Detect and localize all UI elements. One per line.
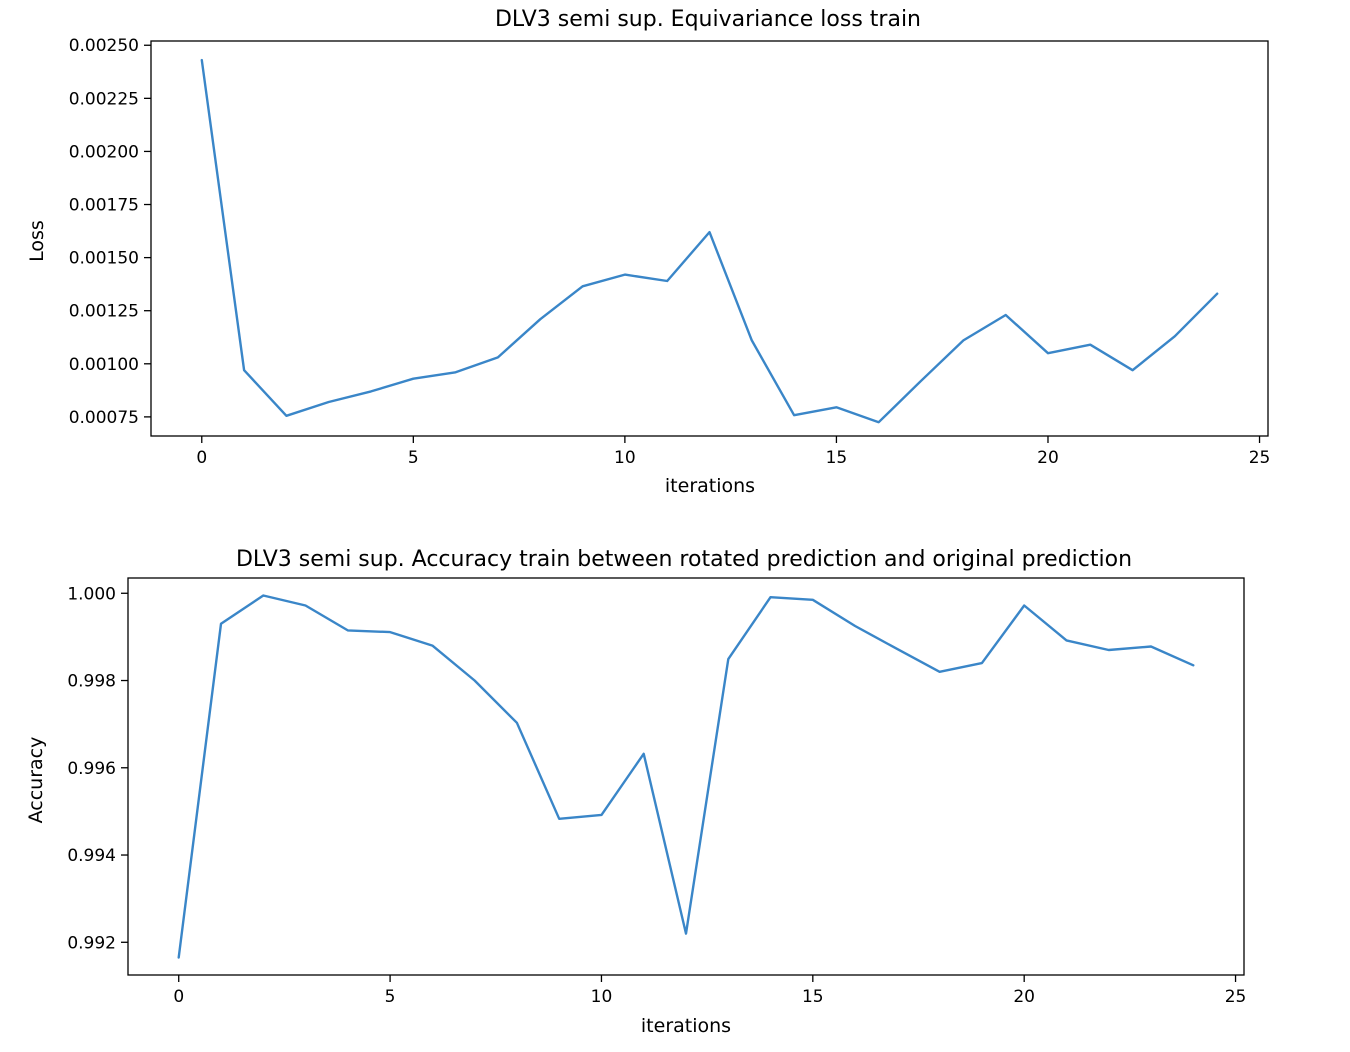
loss-chart-title: DLV3 semi sup. Equivariance loss train xyxy=(495,7,921,32)
loss-y-tick-label: 0.00075 xyxy=(69,408,139,428)
loss-series-line xyxy=(200,58,1219,424)
loss-x-tick-label: 0 xyxy=(196,448,207,468)
loss-x-tick-label: 20 xyxy=(1037,448,1059,468)
loss-y-tick-label: 0.00225 xyxy=(69,89,139,109)
loss-series xyxy=(200,58,1219,424)
loss-y-tick-label: 0.00100 xyxy=(69,355,139,375)
loss-x-tick-label: 25 xyxy=(1249,448,1271,468)
accuracy-x-tick-label: 10 xyxy=(591,987,613,1007)
accuracy-plot-area xyxy=(127,577,1245,976)
loss-y-ticks: 0.00075 0.00100 0.00125 0.00150 0.00175 0.002… xyxy=(69,36,151,428)
accuracy-x-tick-label: 0 xyxy=(173,987,184,1007)
accuracy-x-tick-label: 25 xyxy=(1225,987,1247,1007)
loss-y-axis-label: Loss xyxy=(26,220,48,262)
loss-y-tick-label: 0.00175 xyxy=(69,196,139,216)
loss-y-tick-label: 0.00125 xyxy=(69,302,139,322)
accuracy-x-tick-label: 5 xyxy=(385,987,396,1007)
accuracy-series-line xyxy=(177,594,1195,959)
loss-x-axis-label: iterations xyxy=(665,475,755,497)
loss-y-tick-label: 0.00200 xyxy=(69,142,139,162)
accuracy-y-tick-label: 0.996 xyxy=(67,759,116,779)
accuracy-y-tick-label: 0.998 xyxy=(67,672,116,692)
loss-y-tick-label: 0.00250 xyxy=(69,36,139,56)
loss-y-tick-label: 0.00150 xyxy=(69,249,139,269)
loss-x-tick-label: 5 xyxy=(408,448,419,468)
loss-x-tick-label: 10 xyxy=(614,448,636,468)
loss-chart: DLV3 semi sup. Equivariance loss train 0… xyxy=(26,7,1270,497)
accuracy-chart: DLV3 semi sup. Accuracy train between ro… xyxy=(25,547,1246,1037)
accuracy-chart-title: DLV3 semi sup. Accuracy train between ro… xyxy=(236,547,1132,572)
accuracy-x-tick-label: 15 xyxy=(802,987,824,1007)
accuracy-x-axis-label: iterations xyxy=(641,1015,731,1037)
loss-plot-area xyxy=(150,40,1269,437)
accuracy-y-axis-label: Accuracy xyxy=(25,737,47,824)
accuracy-y-tick-label: 0.994 xyxy=(67,846,116,866)
loss-x-tick-label: 15 xyxy=(826,448,848,468)
accuracy-y-tick-label: 1.000 xyxy=(67,584,116,604)
accuracy-x-tick-label: 20 xyxy=(1013,987,1035,1007)
accuracy-series xyxy=(177,594,1195,959)
accuracy-y-ticks: 0.992 0.994 0.996 0.998 1.000 xyxy=(67,584,128,953)
loss-x-ticks: 0 5 10 15 20 25 xyxy=(196,436,1270,468)
accuracy-y-tick-label: 0.992 xyxy=(67,933,116,953)
accuracy-x-ticks: 0 5 10 15 20 25 xyxy=(173,975,1246,1007)
